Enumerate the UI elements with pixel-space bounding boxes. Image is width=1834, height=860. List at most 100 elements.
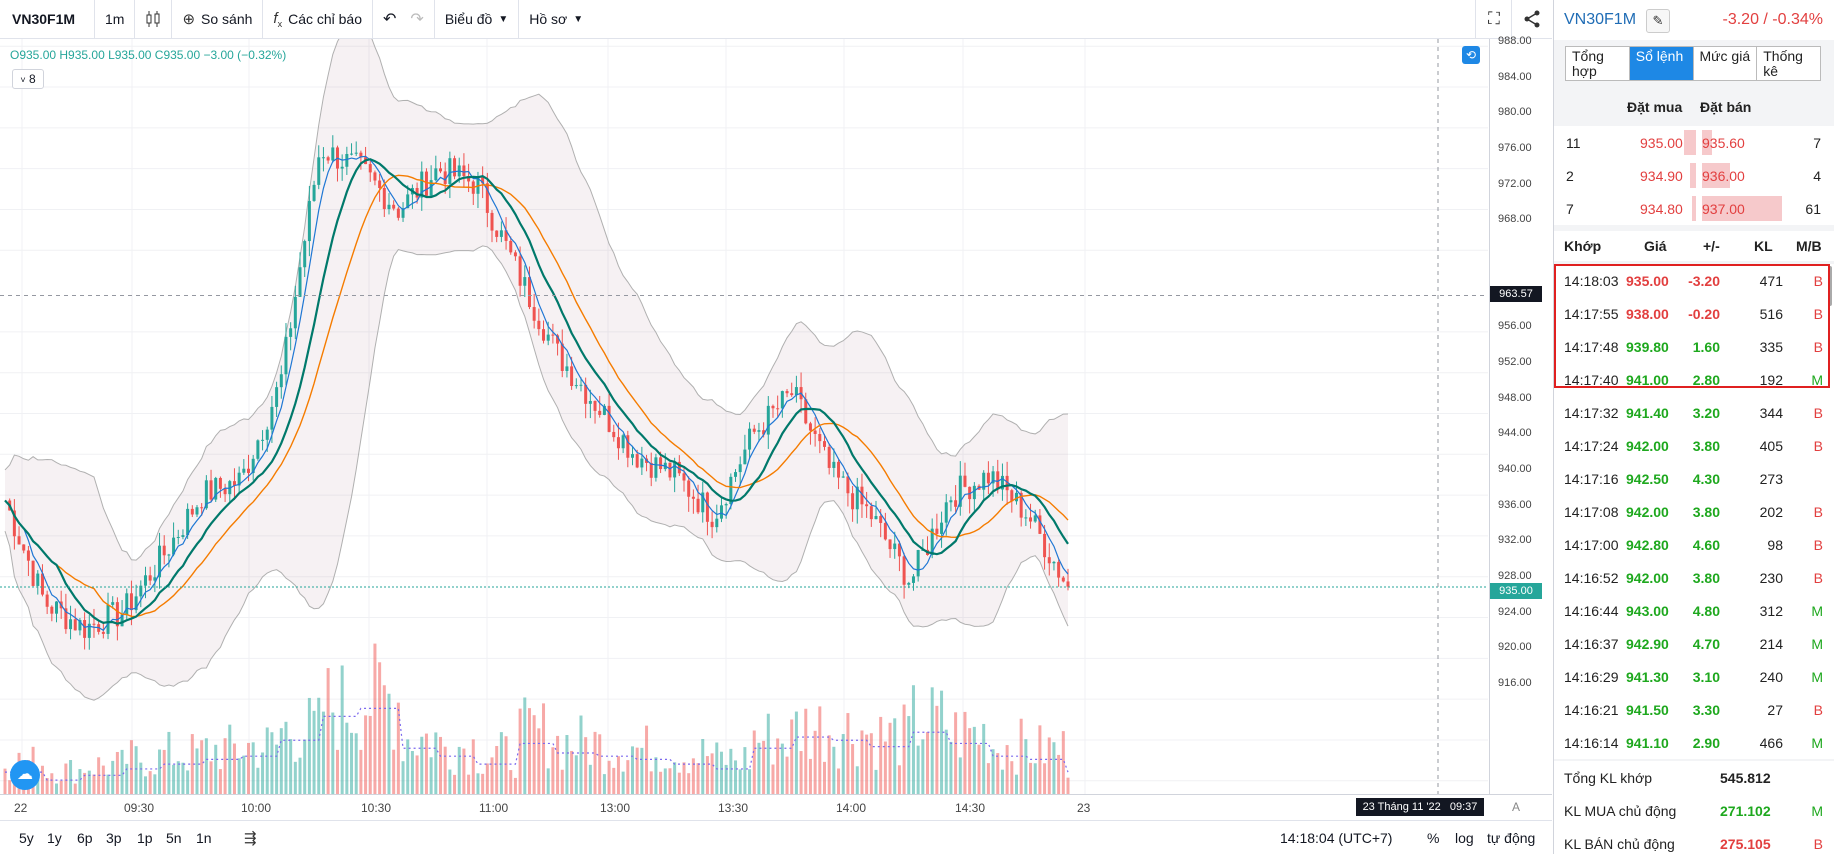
match-price: 942.80 — [1626, 537, 1669, 553]
candle-body — [509, 240, 513, 253]
profile-menu-button[interactable]: Hồ sơ ▼ — [519, 0, 593, 38]
col-change: +/- — [1703, 238, 1720, 254]
auto-scale-button[interactable]: A — [1512, 800, 1521, 814]
candle-body — [963, 475, 967, 487]
compare-button[interactable]: ⊕ So sánh — [172, 0, 264, 38]
candle-body — [237, 472, 241, 486]
volume-bar — [677, 772, 681, 794]
candle-body — [448, 158, 452, 184]
sync-icon[interactable]: ⟲ — [1462, 46, 1480, 64]
range-1n[interactable]: 1n — [196, 830, 212, 846]
range-6p[interactable]: 6p — [77, 830, 93, 846]
panel-tab[interactable]: Thống kê — [1763, 48, 1803, 79]
symbol-button[interactable]: VN30F1M — [0, 0, 95, 38]
volume-bar — [467, 774, 471, 794]
volume-bar — [977, 744, 981, 794]
match-volume: 240 — [1759, 669, 1783, 685]
ask-price[interactable]: 936.00 — [1702, 168, 1745, 184]
time-tick-label: 10:00 — [241, 801, 272, 815]
match-price: 935.00 — [1626, 273, 1669, 289]
volume-bar — [1038, 725, 1042, 794]
ask-depth-bar — [1702, 130, 1712, 155]
undo-redo-group: ↶ ↷ — [373, 0, 435, 38]
candle-body — [794, 387, 798, 396]
fullscreen-icon[interactable]: ⛶ — [1475, 0, 1512, 38]
time-tick-label: 10:30 — [361, 801, 392, 815]
match-volume: 230 — [1759, 570, 1783, 586]
price-plot[interactable] — [0, 39, 1488, 794]
bid-price[interactable]: 935.00 — [1640, 135, 1683, 151]
volume-bar — [209, 761, 213, 794]
candle-body — [1043, 533, 1047, 558]
panel-symbol[interactable]: VN30F1M — [1564, 11, 1637, 28]
col-volume: KL — [1754, 238, 1773, 254]
volume-bar — [434, 732, 438, 794]
chart-menu-button[interactable]: Biểu đồ ▼ — [435, 0, 520, 38]
chevron-down-icon: ▼ — [573, 13, 584, 25]
candle-body — [757, 430, 761, 432]
ask-price[interactable]: 937.00 — [1702, 201, 1745, 217]
redo-icon[interactable]: ↷ — [410, 11, 424, 28]
volume-bar — [940, 690, 944, 794]
matched-row: 14:17:16 942.50 4.30 273 — [1554, 462, 1834, 495]
scrollbar[interactable] — [1828, 266, 1832, 306]
pencil-icon[interactable]: ✎ — [1646, 9, 1670, 33]
bid-header: Đặt mua — [1627, 99, 1683, 115]
volume-bar — [335, 749, 339, 794]
range-5y[interactable]: 5y — [19, 830, 34, 846]
volume-bar — [200, 740, 204, 794]
match-price: 942.50 — [1626, 471, 1669, 487]
match-price: 941.50 — [1626, 702, 1669, 718]
candle-body — [705, 492, 709, 522]
candle-body — [907, 582, 911, 585]
clock-label: 14:18:04 (UTC+7) — [1280, 830, 1393, 846]
candle-body — [162, 545, 166, 556]
candle-body — [434, 168, 438, 181]
volume-bar — [560, 769, 564, 794]
auto-toggle[interactable]: tự động — [1487, 830, 1536, 846]
candle-body — [289, 328, 293, 337]
candle-body — [1033, 515, 1037, 522]
range-1p[interactable]: 1p — [137, 830, 153, 846]
undo-icon[interactable]: ↶ — [383, 11, 397, 28]
percent-toggle[interactable]: % — [1427, 830, 1440, 846]
volume-bar — [958, 757, 962, 794]
volume-bar — [879, 716, 883, 794]
time-axis[interactable]: 22 09:30 10:00 10:30 11:00 13:00 13:30 14:00 14:… — [0, 794, 1552, 821]
bid-price[interactable]: 934.90 — [1640, 168, 1683, 184]
volume-bar — [1052, 742, 1056, 794]
ask-price[interactable]: 935.60 — [1702, 135, 1745, 151]
candle-body — [209, 480, 213, 500]
range-3p[interactable]: 3p — [106, 830, 122, 846]
bid-price[interactable]: 934.80 — [1640, 201, 1683, 217]
panel-tab[interactable]: Tổng hợp — [1566, 47, 1630, 80]
candle-body — [776, 408, 780, 410]
indicators-button[interactable]: fx Các chỉ báo — [263, 0, 374, 38]
interval-button[interactable]: 1m — [95, 0, 136, 38]
log-toggle[interactable]: log — [1455, 830, 1474, 846]
price-axis[interactable]: 988.00984.00980.00976.00972.00968.00960.… — [1489, 35, 1553, 794]
candle-body — [499, 230, 503, 237]
last-price-tag: 935.00 — [1490, 583, 1542, 599]
share-icon[interactable] — [1511, 0, 1552, 38]
volume-bar — [832, 746, 836, 794]
volume-bar — [954, 712, 958, 794]
volume-bar — [289, 739, 293, 794]
legend-collapse-button[interactable]: ˅ 8 — [12, 69, 44, 89]
panel-tab[interactable]: Sổ lệnh — [1629, 47, 1694, 80]
range-5n[interactable]: 5n — [166, 830, 182, 846]
volume-bar — [265, 727, 269, 794]
candle-body — [125, 593, 129, 615]
panel-tab[interactable]: Mức giá — [1694, 47, 1758, 80]
date-range-icon[interactable]: ⇶ — [244, 830, 257, 847]
candle-body — [940, 522, 944, 534]
volume-bar — [841, 734, 845, 794]
range-1y[interactable]: 1y — [47, 830, 62, 846]
time-tick-label: 11:00 — [479, 801, 509, 815]
compare-label: So sánh — [201, 11, 253, 27]
chart-area[interactable]: VN30F1M 1m ⊕ So sánh fx Các chỉ báo ↶ ↷ … — [0, 0, 1553, 855]
candle-body — [949, 500, 953, 503]
volume-bar — [111, 760, 115, 794]
candle-type-button[interactable] — [135, 0, 173, 38]
candle-body — [579, 384, 583, 386]
